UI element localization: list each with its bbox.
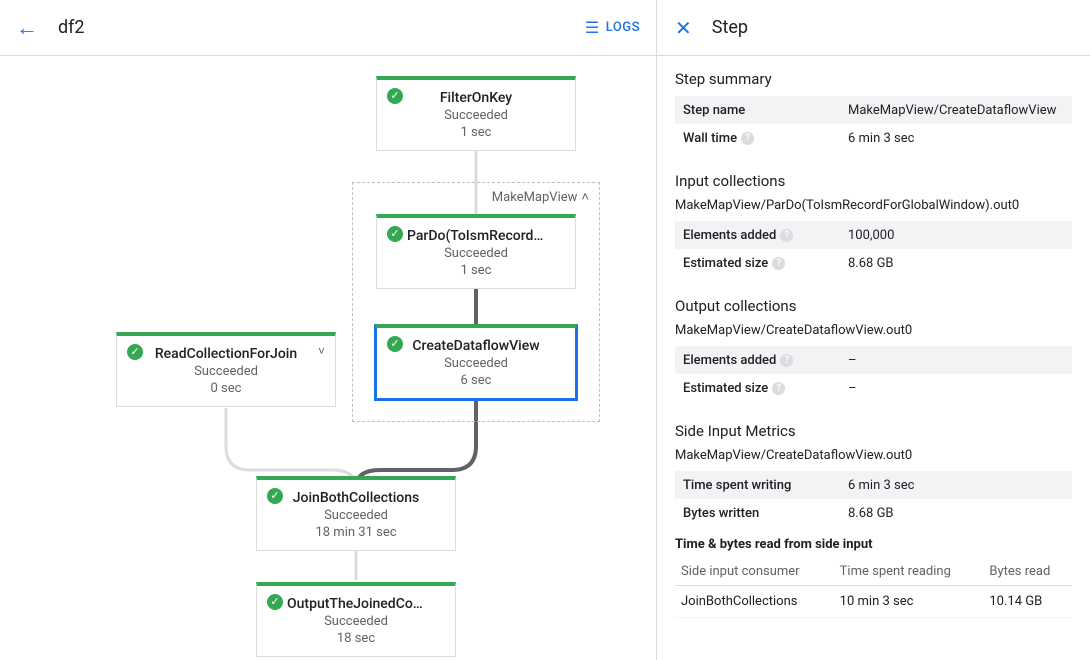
kv-value: –	[840, 346, 1072, 374]
step-details-panel: ✕ Step Step summary Step name MakeMapVie…	[656, 0, 1090, 660]
graph-node-createdataflowview[interactable]: ✓ CreateDataflowView Succeeded 6 sec	[374, 324, 578, 401]
kv-value: 100,000	[840, 221, 1072, 249]
table-row: JoinBothCollections 10 min 3 sec 10.14 G…	[675, 586, 1072, 618]
cell-bytes: 10.14 GB	[983, 586, 1072, 618]
node-status: Succeeded	[269, 508, 443, 523]
node-time: 18 min 31 sec	[269, 525, 443, 540]
kv-label: Elements added	[683, 353, 776, 368]
node-name: JoinBothCollections	[269, 490, 443, 506]
graph-node-pardo[interactable]: ✓ ParDo(ToIsmRecordFor… Succeeded 1 sec	[376, 214, 576, 289]
section-output-collections: Output collections MakeMapView/CreateDat…	[657, 283, 1090, 408]
kv-label: Elements added	[683, 228, 776, 243]
kv-value: 8.68 GB	[840, 499, 1072, 527]
success-check-icon: ✓	[387, 226, 403, 242]
graph-node-filter[interactable]: ✓ FilterOnKey Succeeded 1 sec	[376, 76, 576, 151]
collection-path: MakeMapView/ParDo(ToIsmRecordForGlobalWi…	[675, 198, 1072, 213]
chevron-down-icon[interactable]: ˅	[318, 344, 325, 358]
graph-node-output[interactable]: ✓ OutputTheJoinedCollec… Succeeded 18 se…	[256, 582, 456, 657]
node-name: ReadCollectionForJoin	[129, 346, 323, 362]
node-time: 0 sec	[129, 381, 323, 396]
kv-label: Step name	[683, 103, 745, 118]
kv-value: 6 min 3 sec	[840, 471, 1072, 499]
node-name: ParDo(ToIsmRecordFor…	[389, 228, 563, 244]
back-arrow-icon[interactable]: ←	[16, 15, 38, 41]
help-icon[interactable]: ?	[772, 382, 785, 395]
node-status: Succeeded	[389, 356, 563, 371]
section-heading: Step summary	[675, 70, 1072, 88]
input-table: Elements added? 100,000 Estimated size? …	[675, 221, 1072, 277]
logs-button[interactable]: ☰ LOGS	[585, 18, 640, 37]
cell-time: 10 min 3 sec	[834, 586, 984, 618]
output-table: Elements added? – Estimated size? –	[675, 346, 1072, 402]
collection-path: MakeMapView/CreateDataflowView.out0	[675, 448, 1072, 463]
graph-area: ✓ FilterOnKey Succeeded 1 sec MakeMapVie…	[0, 56, 656, 660]
kv-value: –	[840, 374, 1072, 402]
success-check-icon: ✓	[267, 488, 283, 504]
success-check-icon: ✓	[127, 344, 143, 360]
page-title: df2	[58, 17, 585, 38]
node-status: Succeeded	[389, 246, 563, 261]
node-name: CreateDataflowView	[389, 338, 563, 354]
help-icon[interactable]: ?	[741, 132, 754, 145]
section-input-collections: Input collections MakeMapView/ParDo(ToIs…	[657, 158, 1090, 283]
panel-header: ✕ Step	[657, 0, 1090, 56]
section-heading: Output collections	[675, 297, 1072, 315]
kv-label: Bytes written	[683, 506, 759, 521]
kv-value: 8.68 GB	[840, 249, 1072, 277]
node-time: 1 sec	[389, 125, 563, 140]
node-time: 1 sec	[389, 263, 563, 278]
node-status: Succeeded	[129, 364, 323, 379]
node-status: Succeeded	[389, 108, 563, 123]
node-name: FilterOnKey	[389, 90, 563, 106]
col-consumer: Side input consumer	[675, 558, 834, 586]
success-check-icon: ✓	[387, 336, 403, 352]
side-read-table: Side input consumer Time spent reading B…	[675, 558, 1072, 618]
kv-label: Estimated size	[683, 381, 768, 396]
node-name: OutputTheJoinedCollec…	[269, 596, 443, 612]
group-label[interactable]: MakeMapView ˄	[492, 189, 589, 205]
col-time: Time spent reading	[834, 558, 984, 586]
node-time: 6 sec	[389, 373, 563, 388]
kv-label: Time spent writing	[683, 478, 791, 493]
section-heading: Input collections	[675, 172, 1072, 190]
help-icon[interactable]: ?	[772, 257, 785, 270]
collection-path: MakeMapView/CreateDataflowView.out0	[675, 323, 1072, 338]
close-icon[interactable]: ✕	[675, 16, 692, 40]
section-step-summary: Step summary Step name MakeMapView/Creat…	[657, 56, 1090, 158]
success-check-icon: ✓	[387, 88, 403, 104]
panel-title: Step	[712, 17, 748, 38]
kv-value: 6 min 3 sec	[840, 124, 1072, 152]
node-time: 18 sec	[269, 631, 443, 646]
help-icon[interactable]: ?	[780, 229, 793, 242]
success-check-icon: ✓	[267, 594, 283, 610]
group-label-text: MakeMapView	[492, 190, 578, 205]
kv-value: MakeMapView/CreateDataflowView	[840, 96, 1072, 124]
node-status: Succeeded	[269, 614, 443, 629]
logs-label: LOGS	[606, 20, 640, 35]
help-icon[interactable]: ?	[780, 354, 793, 367]
section-heading: Side Input Metrics	[675, 422, 1072, 440]
graph-node-joinboth[interactable]: ✓ JoinBothCollections Succeeded 18 min 3…	[256, 476, 456, 551]
kv-label: Wall time	[683, 131, 737, 146]
side-kv-table: Time spent writing 6 min 3 sec Bytes wri…	[675, 471, 1072, 527]
top-bar: ← df2 ☰ LOGS	[0, 0, 656, 56]
chevron-up-icon: ˄	[581, 189, 589, 205]
col-bytes: Bytes read	[983, 558, 1072, 586]
section-side-input-metrics: Side Input Metrics MakeMapView/CreateDat…	[657, 408, 1090, 624]
summary-table: Step name MakeMapView/CreateDataflowView…	[675, 96, 1072, 152]
kv-label: Estimated size	[683, 256, 768, 271]
graph-node-readcollection[interactable]: ✓ ˅ ReadCollectionForJoin Succeeded 0 se…	[116, 332, 336, 407]
cell-consumer: JoinBothCollections	[675, 586, 834, 618]
side-subheading: Time & bytes read from side input	[675, 537, 1072, 552]
logs-icon: ☰	[585, 18, 600, 37]
